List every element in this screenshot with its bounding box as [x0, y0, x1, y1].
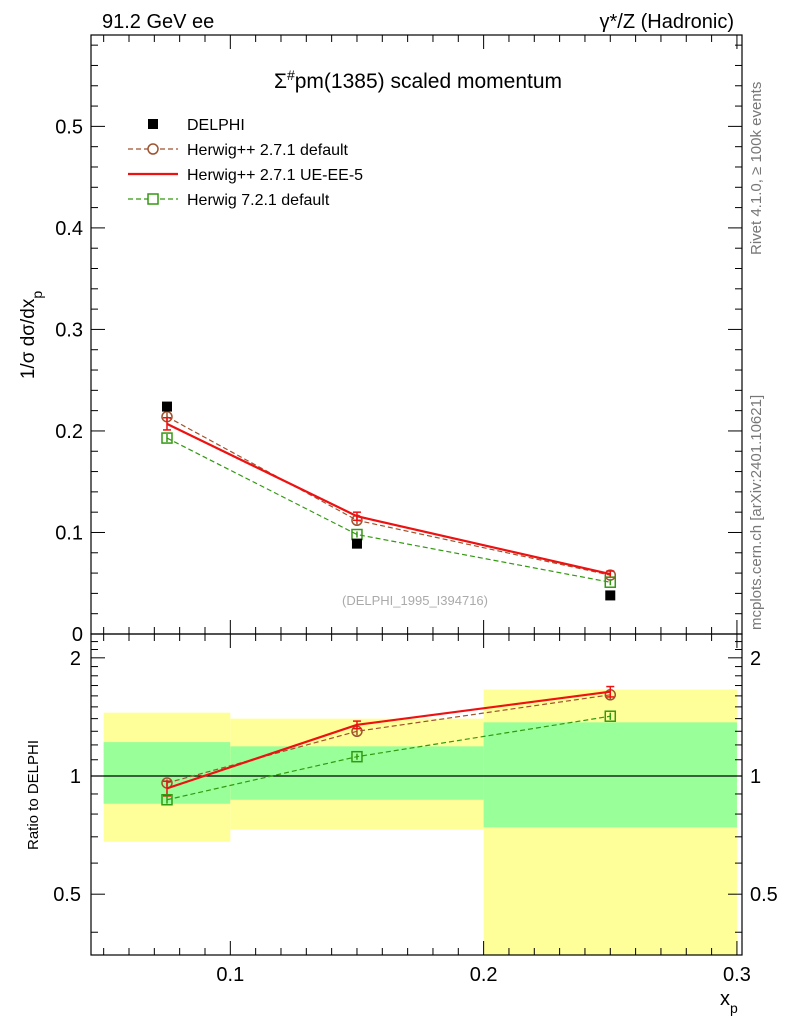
ratio-panel-axes: 0.5 0.5 1 1 2 2 0.1 0.2 0.3 — [53, 633, 778, 986]
legend-label: Herwig++ 2.7.1 UE-EE-5 — [187, 167, 363, 184]
main-series-line — [166, 416, 611, 576]
legend: DELPHI Herwig++ 2.7.1 default Herwig++ 2.7… — [128, 117, 363, 209]
stat-uncertainty-band — [483, 722, 737, 828]
main-delphi-point — [351, 538, 362, 549]
main-delphi-point — [605, 590, 616, 601]
ratio-square-marker — [161, 794, 173, 806]
ratio-y-tick-label-left: 0.5 — [53, 884, 81, 906]
ylabel-part: 1/σ dσ/dx — [18, 298, 39, 379]
legend-square-marker — [147, 193, 159, 205]
ratio-square-marker — [604, 710, 617, 722]
x-axis-label-text: xp — [720, 988, 738, 1016]
ratio-y-tick-label-right: 2 — [750, 648, 761, 670]
analysis-label: (DELPHI_1995_I394716) — [342, 593, 488, 608]
title-part: pm(1385) scaled momentum — [295, 70, 562, 93]
ratio-y-tick-label-right: 0.5 — [750, 884, 778, 906]
main-y-tick-label: 0.3 — [55, 319, 83, 341]
ratio-panel-series — [161, 685, 617, 806]
main-series-line — [166, 437, 611, 583]
xlabel-subscript: p — [730, 1000, 738, 1016]
xlabel-part: x — [720, 988, 730, 1010]
main-series-line — [166, 422, 611, 576]
ratio-y-tick-label-right: 1 — [750, 766, 761, 788]
beam-energy-label: 91.2 GeV ee — [102, 11, 214, 33]
main-square-marker — [161, 432, 173, 444]
x-tick-label: 0.1 — [216, 964, 244, 986]
ratio-uncertainty-bands — [103, 689, 737, 955]
title-part: Σ — [274, 70, 287, 93]
main-y-tick-label: 0.2 — [55, 421, 83, 443]
ylabel-subscript: p — [29, 291, 45, 299]
mcplots-reference-label: mcplots.cern.ch [arXiv:2401.10621] — [748, 395, 765, 630]
main-y-tick-label: 0.5 — [55, 116, 83, 138]
main-y-axis-label: 1/σ dσ/dxp — [18, 291, 45, 380]
rivet-version-label: Rivet 4.1.0, ≥ 100k events — [748, 82, 765, 255]
ratio-square-marker — [351, 750, 363, 763]
x-tick-label: 0.2 — [470, 964, 498, 986]
ratio-y-axis-label: Ratio to DELPHI — [25, 740, 42, 850]
main-panel-axes: 0 0.1 0.2 0.3 0.4 0.5 — [55, 34, 743, 646]
main-delphi-point — [161, 401, 172, 412]
main-y-tick-label: 0.4 — [55, 218, 83, 240]
x-axis-label: xp — [720, 988, 738, 1016]
legend-label: DELPHI — [187, 117, 245, 134]
x-tick-label: 0.3 — [723, 964, 751, 986]
chart-title: Σ#pm(1385) scaled momentum — [274, 67, 562, 93]
main-y-tick-label: 0.1 — [55, 522, 83, 544]
legend-circle-marker — [147, 143, 159, 155]
ratio-y-tick-label-left: 1 — [70, 766, 81, 788]
legend-label: Herwig 7.2.1 default — [187, 192, 330, 209]
ratio-y-tick-label-left: 2 — [70, 648, 81, 670]
legend-label: Herwig++ 2.7.1 default — [187, 142, 349, 159]
ratio-panel-frame — [90, 633, 743, 956]
legend-delphi-marker — [148, 119, 158, 129]
main-y-tick-label: 0 — [72, 624, 83, 646]
main-square-marker — [604, 576, 617, 588]
main-panel-series — [161, 401, 617, 601]
main-y-axis-label-text: 1/σ dσ/dxp — [18, 291, 45, 380]
process-label: γ*/Z (Hadronic) — [600, 11, 734, 33]
title-superscript: # — [287, 67, 295, 83]
